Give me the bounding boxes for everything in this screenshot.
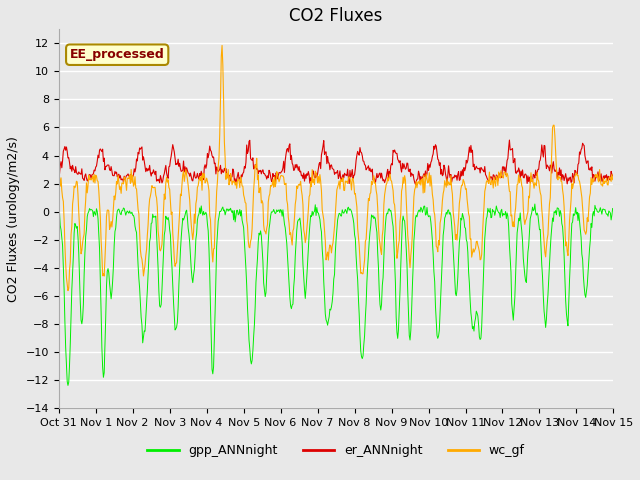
Text: EE_processed: EE_processed [70, 48, 164, 61]
Legend: gpp_ANNnight, er_ANNnight, wc_gf: gpp_ANNnight, er_ANNnight, wc_gf [142, 439, 530, 462]
Title: CO2 Fluxes: CO2 Fluxes [289, 7, 383, 25]
Y-axis label: CO2 Fluxes (urology/m2/s): CO2 Fluxes (urology/m2/s) [7, 136, 20, 301]
